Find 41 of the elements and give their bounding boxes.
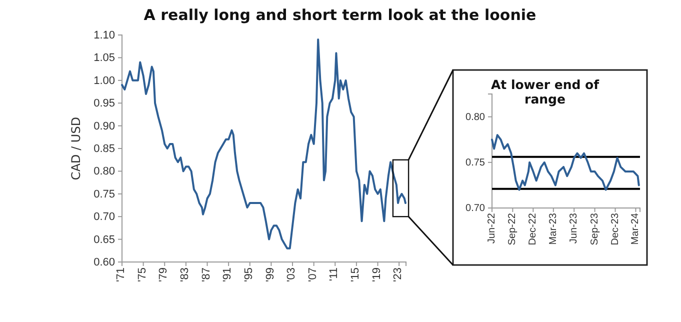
x-tick-label: Sep-23 bbox=[589, 212, 600, 246]
x-tick-label: '15 bbox=[349, 268, 362, 282]
x-tick-label: '83 bbox=[178, 268, 191, 282]
x-tick-label: '87 bbox=[200, 268, 212, 282]
y-tick-label: 0.60 bbox=[94, 256, 115, 269]
x-tick-label: Sep-22 bbox=[507, 212, 518, 246]
y-axis-title: CAD / USD bbox=[69, 116, 83, 180]
y-tick-label: 0.95 bbox=[94, 98, 115, 110]
y-tick-label: 0.85 bbox=[94, 143, 115, 156]
x-tick-label: Mar-24 bbox=[630, 212, 642, 245]
x-tick-label: '95 bbox=[242, 268, 255, 282]
x-tick-label: '03 bbox=[286, 268, 298, 282]
x-tick-label: Mar-23 bbox=[548, 212, 559, 245]
x-tick-label: Dec-22 bbox=[528, 212, 539, 246]
line-series bbox=[491, 134, 640, 191]
y-tick-label: 0.75 bbox=[94, 188, 115, 200]
x-tick-label: Dec-23 bbox=[610, 212, 621, 246]
chart-title: At lower end of range bbox=[490, 77, 600, 106]
y-tick-label: 1.05 bbox=[94, 52, 115, 64]
y-tick-label: 0.80 bbox=[94, 166, 115, 178]
x-tick-label: '91 bbox=[222, 268, 234, 282]
y-tick-label: 1.00 bbox=[94, 74, 115, 87]
x-tick-label: '79 bbox=[158, 268, 170, 282]
y-tick-label: 0.70 bbox=[466, 203, 486, 214]
x-tick-label: '19 bbox=[370, 268, 383, 282]
x-tick-label: '71 bbox=[115, 268, 128, 282]
x-tick-label: '11 bbox=[328, 268, 340, 282]
x-tick-label: Jun-23 bbox=[568, 212, 580, 244]
y-tick-label: 0.70 bbox=[94, 211, 115, 224]
y-tick-label: 0.75 bbox=[466, 158, 486, 169]
x-tick-label: '75 bbox=[136, 268, 148, 282]
chart-title: A really long and short term look at the loonie bbox=[144, 6, 536, 24]
line-series bbox=[121, 38, 406, 250]
y-tick-label: 0.80 bbox=[466, 112, 486, 123]
x-tick-label: Jun-22 bbox=[486, 212, 498, 244]
x-tick-label: '07 bbox=[306, 268, 319, 282]
y-tick-label: 1.10 bbox=[94, 30, 115, 42]
y-tick-label: 0.65 bbox=[94, 234, 115, 246]
x-tick-label: '23 bbox=[392, 268, 404, 282]
x-tick-label: '99 bbox=[264, 268, 276, 282]
y-tick-label: 0.90 bbox=[94, 120, 115, 132]
